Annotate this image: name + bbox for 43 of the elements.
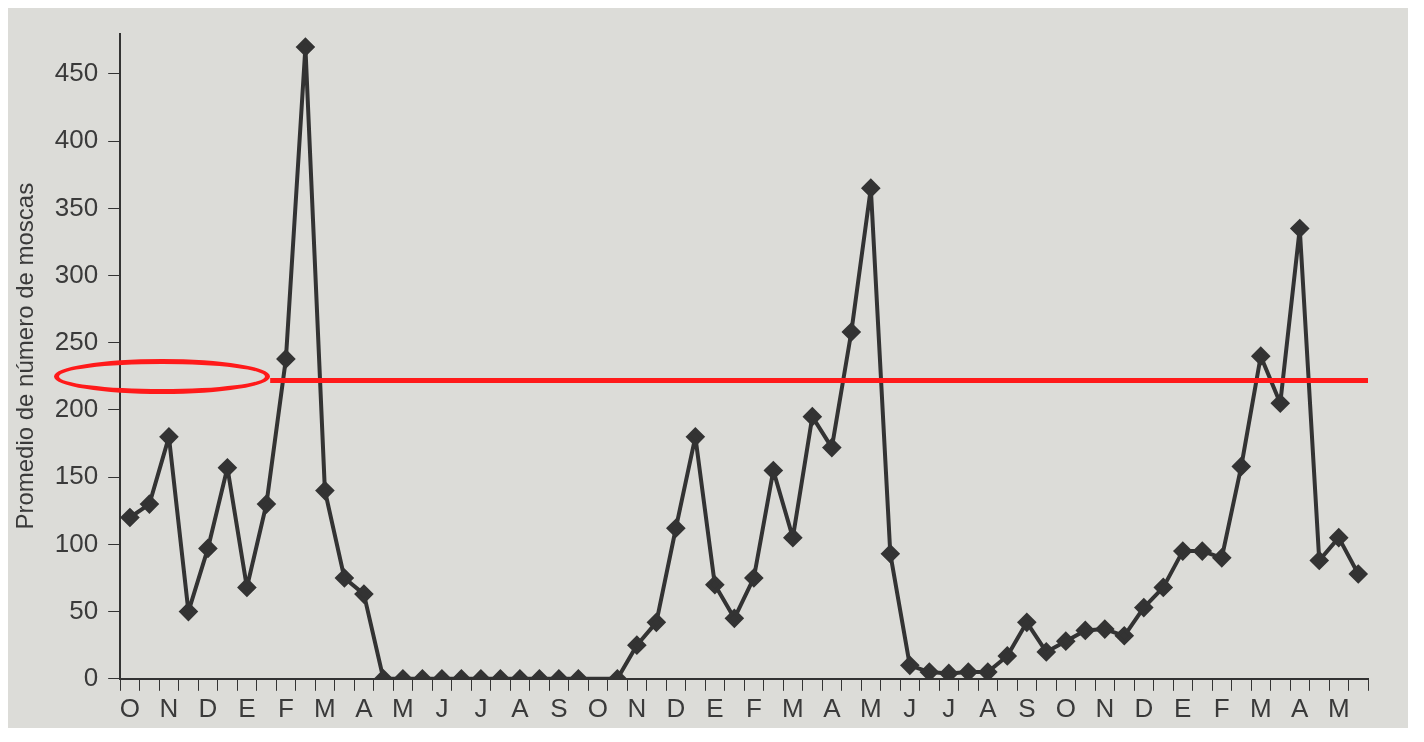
x-tick-label: M [859, 692, 882, 723]
x-tick-label: O [587, 692, 608, 723]
x-tick-label: D [666, 692, 686, 723]
x-tick-label: M [314, 692, 336, 723]
x-tick-label: A [979, 692, 998, 723]
x-tick-label: E [1174, 692, 1192, 723]
y-tick-label: 200 [54, 393, 99, 424]
x-tick-label: E [706, 692, 724, 723]
x-tick-label: O [1055, 692, 1076, 723]
x-tick-label: A [511, 692, 530, 723]
x-tick-label: F [745, 692, 762, 723]
x-tick-label: M [1327, 692, 1350, 723]
x-tick-label: J [903, 692, 917, 723]
x-tick-label: M [782, 692, 804, 723]
x-tick-label: E [238, 692, 256, 723]
y-tick-label: 350 [54, 191, 99, 222]
x-tick-label: J [474, 692, 488, 723]
x-tick-label: F [277, 692, 294, 723]
x-tick-label: J [942, 692, 956, 723]
y-tick-label: 50 [69, 594, 99, 625]
x-tick-label: S [550, 692, 568, 723]
x-tick-label: D [198, 692, 218, 723]
x-tick-label: N [1095, 692, 1115, 723]
y-tick-label: 300 [54, 258, 99, 289]
y-tick-label: 0 [83, 661, 99, 692]
x-tick-label: A [355, 692, 374, 723]
x-tick-label: O [119, 692, 141, 723]
y-tick-label: 450 [54, 57, 99, 88]
x-tick-label: A [1291, 692, 1310, 723]
y-tick-label: 400 [54, 124, 99, 155]
x-tick-label: J [435, 692, 449, 723]
x-tick-label: D [1134, 692, 1154, 723]
x-tick-label: N [159, 692, 179, 723]
y-axis-title: Promedio de número de moscas [11, 182, 39, 530]
x-tick-label: M [392, 692, 414, 723]
x-tick-label: F [1213, 692, 1230, 723]
y-tick-label: 250 [54, 325, 99, 356]
x-tick-label: M [1249, 692, 1272, 723]
x-tick-label: S [1018, 692, 1036, 723]
x-tick-label: N [627, 692, 647, 723]
y-tick-label: 100 [54, 527, 99, 558]
x-tick-label: A [823, 692, 842, 723]
y-tick-label: 150 [54, 460, 99, 491]
